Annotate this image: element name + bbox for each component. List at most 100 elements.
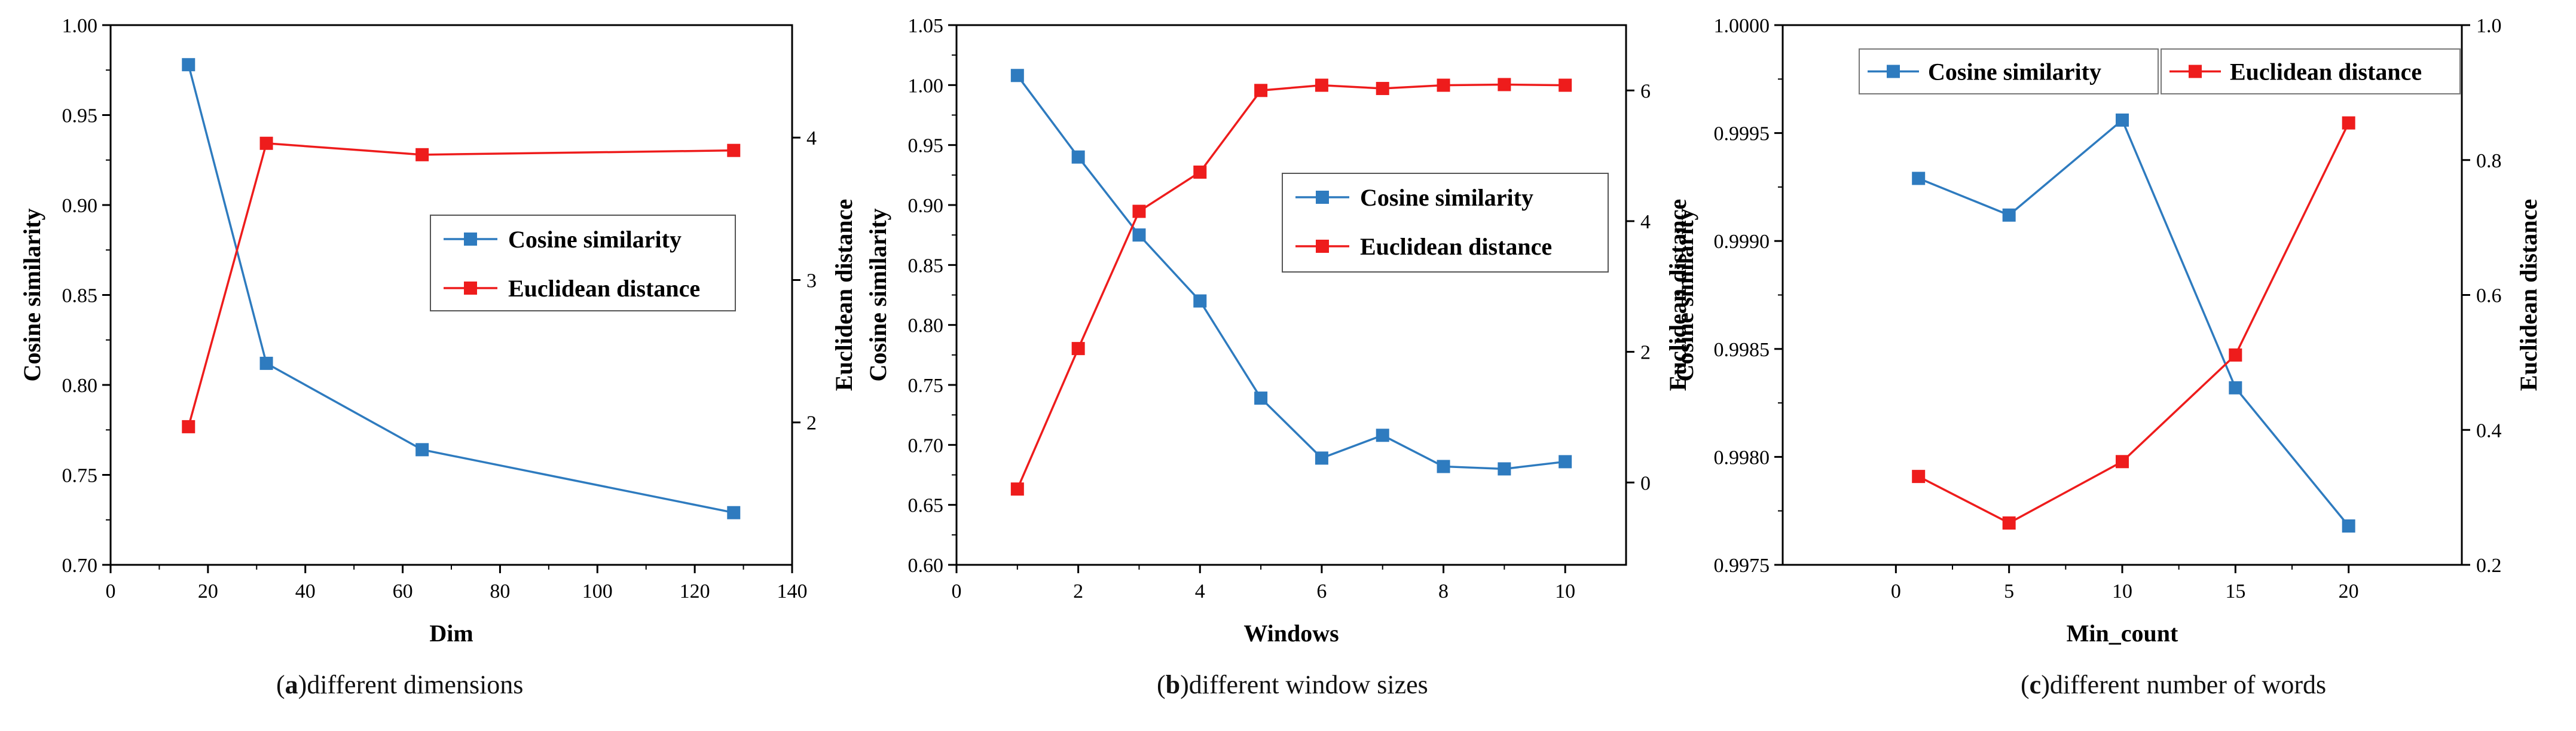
plot-frame xyxy=(955,24,1627,566)
data-point-euclidean xyxy=(2229,348,2242,362)
chart-panel-a: 0 20 40 60 80 100 120 140 0.70 0.75 0.80 0.85 0.90 0.… xyxy=(19,15,857,647)
caption-c: (c)different number of words xyxy=(2021,670,2327,699)
y-tick-label: 0.90 xyxy=(62,195,98,217)
y-tick-label: 0.90 xyxy=(908,195,944,217)
y2-tick-label: 0.6 xyxy=(2476,285,2502,307)
y-tick-label: 0.95 xyxy=(908,135,944,157)
legend: Cosine similarity Euclidean distance xyxy=(1859,48,2461,94)
y-tick-label: 0.60 xyxy=(908,555,944,577)
series-line-cosine xyxy=(1016,75,1566,470)
x-tick-label: 140 xyxy=(777,580,808,602)
data-point-cosine xyxy=(1315,451,1328,465)
data-point-euclidean xyxy=(1315,78,1328,92)
data-point-cosine xyxy=(2002,208,2016,222)
y-tick-label: 0.75 xyxy=(908,375,944,397)
data-point-euclidean xyxy=(1498,78,1511,91)
y-tick-label: 0.9975 xyxy=(1714,555,1770,577)
y-axis-label: Cosine similarity xyxy=(1672,209,1698,382)
x-axis-label: Windows xyxy=(1243,620,1339,647)
data-point-cosine xyxy=(1559,455,1572,469)
y2-axis-label: Euclidean distance xyxy=(1664,199,1691,391)
chart-panel-c: 0 5 10 15 20 0.9975 0.9980 0.9985 0.9990 0.9995 1.… xyxy=(1672,15,2542,647)
data-point-euclidean xyxy=(415,148,429,161)
x-tick-label: 10 xyxy=(1555,580,1575,602)
legend-marker xyxy=(1316,191,1329,204)
y-tick-label: 1.05 xyxy=(908,15,944,37)
legend-marker xyxy=(464,282,477,295)
data-point-cosine xyxy=(1437,460,1450,473)
y2-tick-label: 0.8 xyxy=(2476,150,2502,172)
legend-label: Cosine similarity xyxy=(1928,59,2101,85)
y2-tick-label: 2 xyxy=(806,412,817,435)
data-point-cosine xyxy=(415,443,429,457)
data-point-euclidean xyxy=(1254,84,1268,97)
y-tick-label: 0.70 xyxy=(62,555,98,577)
x-tick-label: 100 xyxy=(582,580,613,602)
x-tick-label: 20 xyxy=(2339,580,2359,602)
series-line-euclidean xyxy=(1016,83,1566,490)
y2-axis-label: Euclidean distance xyxy=(830,199,857,391)
y-tick-label: 0.75 xyxy=(62,465,98,487)
legend-marker xyxy=(1887,65,1900,78)
y2-tick-label: 1.0 xyxy=(2476,15,2502,37)
legend: Cosine similarity Euclidean distance xyxy=(430,215,736,311)
x-tick-label: 40 xyxy=(295,580,316,602)
y-tick-label: 0.80 xyxy=(908,315,944,337)
data-point-euclidean xyxy=(259,136,273,150)
data-point-euclidean xyxy=(1071,342,1085,356)
y-tick-label: 1.0000 xyxy=(1714,15,1770,37)
x-axis-label: Min_count xyxy=(2067,620,2178,647)
x-tick-label: 15 xyxy=(2225,580,2245,602)
y2-axis-label: Euclidean distance xyxy=(2515,199,2542,391)
data-point-euclidean xyxy=(1010,482,1024,496)
data-point-euclidean xyxy=(2342,116,2355,130)
y-axis-label: Cosine similarity xyxy=(864,209,891,382)
legend-marker xyxy=(1316,240,1329,253)
data-point-cosine xyxy=(2342,519,2355,533)
y-tick-label: 0.95 xyxy=(62,105,98,127)
legend-label: Cosine similarity xyxy=(1360,184,1533,211)
x-tick-label: 5 xyxy=(2004,580,2014,602)
data-point-euclidean xyxy=(1132,204,1146,218)
data-point-cosine xyxy=(2229,381,2242,394)
legend-label: Euclidean distance xyxy=(2230,59,2422,85)
y2-tick-label: 3 xyxy=(806,270,817,292)
data-point-cosine xyxy=(1912,172,1926,185)
y-tick-label: 0.9985 xyxy=(1714,339,1770,361)
y-tick-label: 0.65 xyxy=(908,495,944,517)
data-point-cosine xyxy=(2116,113,2129,127)
data-point-cosine xyxy=(1193,294,1207,308)
data-point-cosine xyxy=(1071,150,1085,164)
legend-box xyxy=(430,215,736,311)
data-point-euclidean xyxy=(1437,78,1450,92)
data-point-euclidean xyxy=(727,143,741,157)
legend-box xyxy=(1282,173,1609,273)
data-point-cosine xyxy=(727,506,741,519)
y2-tick-label: 0 xyxy=(1640,472,1651,494)
y-tick-label: 1.00 xyxy=(908,75,944,97)
y2-tick-label: 0.2 xyxy=(2476,555,2502,577)
x-tick-label: 20 xyxy=(198,580,218,602)
y2-tick-label: 0.4 xyxy=(2476,420,2502,442)
x-tick-label: 0 xyxy=(1891,580,1901,602)
y-tick-label: 0.9990 xyxy=(1714,231,1770,253)
x-tick-label: 6 xyxy=(1316,580,1327,602)
data-point-euclidean xyxy=(1912,470,1926,484)
x-tick-label: 80 xyxy=(490,580,510,602)
y2-tick-label: 4 xyxy=(1640,211,1651,233)
y-tick-label: 0.80 xyxy=(62,375,98,397)
chart-panel-b: 0 2 4 6 8 10 0.60 0.65 0.70 0.75 0.80 0.85 0.90 0.95 1… xyxy=(864,15,1691,647)
y-tick-label: 0.9980 xyxy=(1714,446,1770,469)
data-point-euclidean xyxy=(1376,82,1389,96)
y2-tick-label: 6 xyxy=(1640,80,1651,102)
x-tick-label: 120 xyxy=(680,580,710,602)
legend-marker xyxy=(2189,65,2202,78)
data-point-euclidean xyxy=(2002,516,2016,530)
x-tick-label: 8 xyxy=(1438,580,1449,602)
legend: Cosine similarity Euclidean distance xyxy=(1282,173,1609,273)
legend-label: Cosine similarity xyxy=(508,226,682,253)
data-point-cosine xyxy=(1376,429,1389,442)
y-tick-label: 0.70 xyxy=(908,435,944,457)
y-tick-label: 0.85 xyxy=(908,255,944,277)
